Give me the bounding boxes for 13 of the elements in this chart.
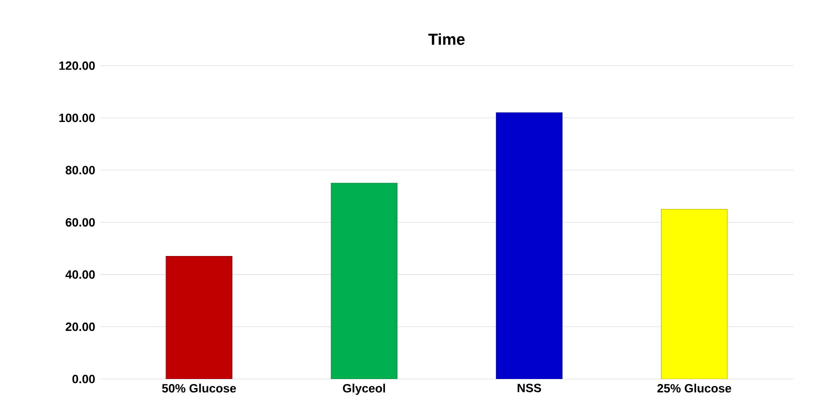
y-tick-label: 20.00: [66, 322, 95, 332]
y-tick-label: 40.00: [65, 270, 95, 279]
y-tick-label: 100.00: [59, 114, 95, 122]
x-tick-label: Glyceol: [342, 384, 385, 395]
x-tick-label: 25% Glucose: [657, 384, 732, 393]
y-tick-label: 80.00: [66, 166, 95, 174]
bar: [330, 182, 398, 379]
x-tick-label: 50% Glucose: [162, 384, 236, 393]
y-tick-label: 0.00: [72, 374, 95, 384]
x-tick-label: NSS: [518, 384, 542, 392]
y-tick-label: 120.00: [59, 61, 95, 70]
y-tick-label: 60.00: [66, 218, 95, 227]
chart-title: Time: [428, 33, 465, 45]
